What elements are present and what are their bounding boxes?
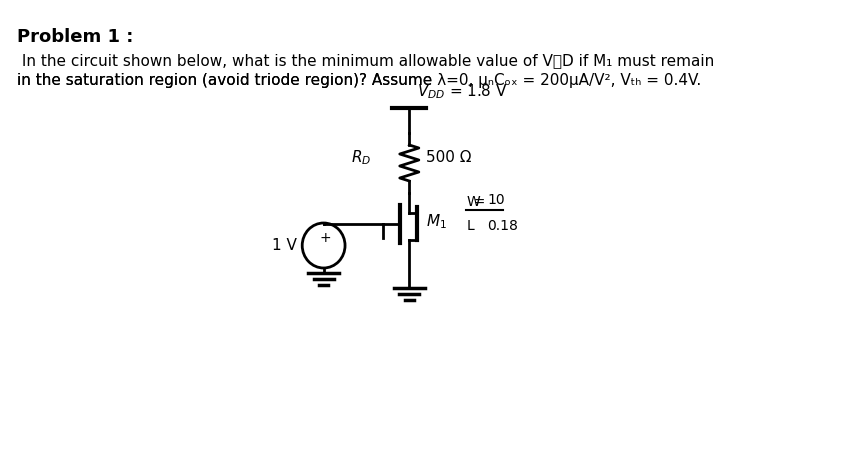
Text: L: L	[467, 218, 474, 232]
Text: =: =	[465, 194, 485, 208]
Text: In the circuit shown below, what is the minimum allowable value of V₝D if M₁ mus: In the circuit shown below, what is the …	[17, 53, 715, 68]
Text: 10: 10	[487, 193, 505, 207]
Text: in the saturation region (avoid triode region)? Assume: in the saturation region (avoid triode r…	[17, 73, 437, 88]
Text: $M_1$: $M_1$	[427, 212, 448, 231]
Text: 1 V: 1 V	[272, 238, 297, 253]
Text: 500 Ω: 500 Ω	[427, 150, 472, 165]
Text: W: W	[467, 194, 480, 208]
Text: in the saturation region (avoid triode region)? Assume λ=0, μₙCₒₓ = 200μA/V², Vₜ: in the saturation region (avoid triode r…	[17, 73, 702, 88]
Text: +: +	[320, 231, 332, 245]
Text: $V_{DD}$ = 1.8 V: $V_{DD}$ = 1.8 V	[417, 82, 508, 101]
Text: $R_D$: $R_D$	[351, 149, 372, 167]
Text: Problem 1 :: Problem 1 :	[17, 28, 134, 46]
Text: 0.18: 0.18	[487, 218, 518, 232]
